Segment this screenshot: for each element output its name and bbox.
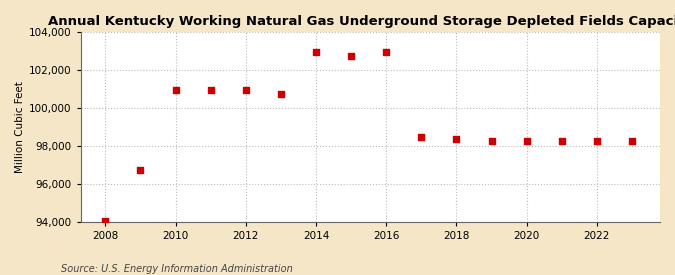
Point [135,167,146,172]
Point [556,139,567,144]
Point [100,219,111,223]
Point [346,54,356,58]
Title: Annual Kentucky Working Natural Gas Underground Storage Depleted Fields Capacity: Annual Kentucky Working Natural Gas Unde… [48,15,675,28]
Point [240,88,251,92]
Point [381,50,392,54]
Point [205,88,216,92]
Point [521,139,532,144]
Point [626,139,637,144]
Text: Source: U.S. Energy Information Administration: Source: U.S. Energy Information Administ… [61,264,292,274]
Point [486,139,497,144]
Point [451,137,462,142]
Point [275,92,286,96]
Point [416,135,427,140]
Point [310,50,321,54]
Point [591,139,602,144]
Point [170,88,181,92]
Y-axis label: Million Cubic Feet: Million Cubic Feet [15,81,25,173]
